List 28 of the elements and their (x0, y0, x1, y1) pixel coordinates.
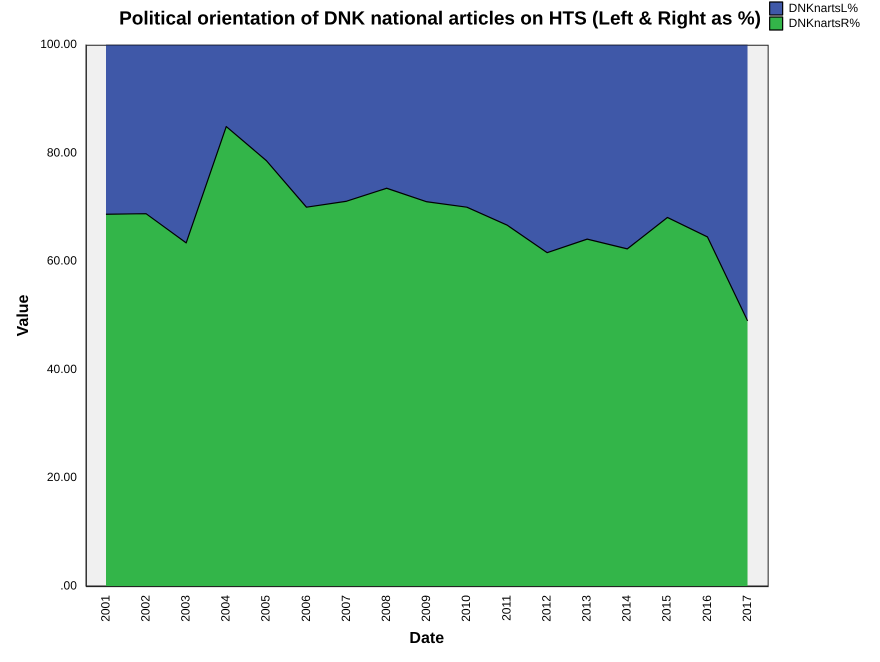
y-tick-label: 40.00 (46, 362, 78, 376)
chart-title: Political orientation of DNK national articles on HTS (Left & Right as %) (119, 8, 761, 30)
x-tick-label: 2005 (258, 594, 273, 622)
x-tick-label: 2016 (700, 594, 714, 622)
x-tick-label: 2003 (178, 594, 192, 622)
x-tick-label: 2012 (539, 594, 554, 622)
x-tick-label: 2009 (419, 594, 434, 622)
x-axis-title: Date (409, 630, 444, 647)
legend-label: DNKnartsR% (788, 16, 860, 30)
x-tick-label: 2007 (338, 594, 353, 622)
x-tick-label: 2006 (298, 594, 313, 622)
legend-label: DNKnartsL% (788, 0, 858, 15)
x-tick-label: 2015 (660, 594, 674, 622)
x-tick-label: 2013 (580, 594, 594, 622)
x-tick-label: 2008 (378, 594, 393, 622)
y-tick-label: 100.00 (40, 37, 78, 52)
x-tick-label: 2001 (98, 594, 112, 622)
x-tick-label: 2002 (138, 594, 152, 622)
x-tick-label: 2010 (459, 594, 474, 622)
x-tick-label: 2011 (499, 594, 514, 621)
y-tick-label: 20.00 (46, 470, 78, 484)
x-tick-label: 2004 (218, 594, 233, 622)
y-axis-title: Value (15, 294, 32, 336)
x-tick-label: 2017 (740, 594, 754, 622)
y-tick-label: .00 (60, 578, 78, 592)
x-tick-label: 2014 (620, 594, 634, 622)
y-tick-label: 80.00 (46, 145, 78, 160)
y-tick-label: 60.00 (46, 254, 78, 268)
